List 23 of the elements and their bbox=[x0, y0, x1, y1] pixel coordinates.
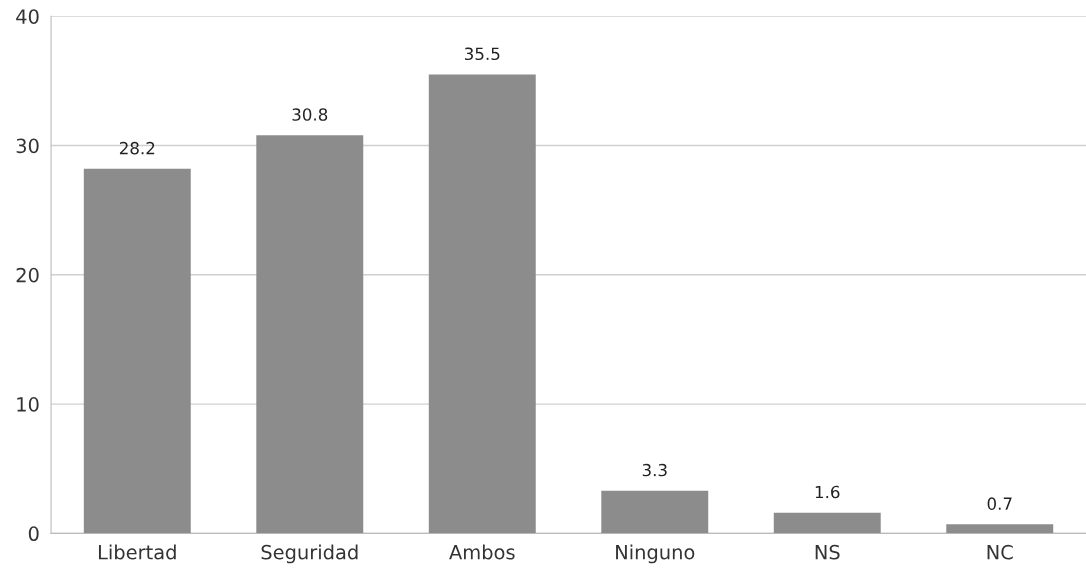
bar bbox=[256, 135, 364, 534]
x-tick-label: Libertad bbox=[98, 544, 176, 560]
y-tick-label: 30 bbox=[16, 138, 39, 154]
bar bbox=[946, 524, 1054, 534]
x-tick-label: NC bbox=[987, 544, 1013, 560]
x-tick-label: Seguridad bbox=[261, 544, 358, 564]
y-tick-label: 0 bbox=[28, 526, 39, 542]
bar bbox=[601, 490, 709, 534]
data-label: 28.2 bbox=[119, 141, 155, 155]
data-label: 30.8 bbox=[292, 108, 328, 121]
y-tick-label: 20 bbox=[16, 267, 39, 283]
y-tick-label: 10 bbox=[17, 397, 39, 412]
bar bbox=[428, 74, 536, 534]
x-tick-label: NS bbox=[815, 544, 840, 560]
bar bbox=[773, 512, 881, 534]
x-tick-label: Ambos bbox=[449, 544, 515, 560]
x-tick-label: Ninguno bbox=[616, 544, 695, 564]
data-label: 3.3 bbox=[642, 463, 667, 477]
data-label: 0.7 bbox=[987, 497, 1012, 510]
data-label: 1.6 bbox=[815, 485, 840, 499]
y-tick-label: 40 bbox=[16, 9, 39, 24]
data-label: 35.5 bbox=[464, 47, 500, 61]
bar bbox=[83, 168, 191, 534]
